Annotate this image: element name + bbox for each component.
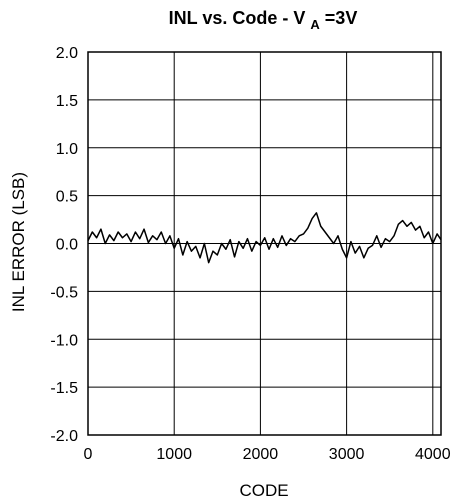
y-tick-label: 0.5 [56, 189, 78, 206]
y-tick-label: -2.0 [50, 428, 78, 445]
x-tick-label: 0 [84, 446, 93, 463]
y-tick-labels: 2.0 1.5 1.0 0.5 0.0 -0.5 -1.0 -1.5 -2.0 [50, 45, 78, 445]
x-tick-label: 1000 [156, 446, 192, 463]
x-tick-label: 2000 [243, 446, 279, 463]
y-axis-label: INL ERROR (LSB) [9, 172, 28, 312]
x-axis-label: CODE [239, 481, 288, 500]
x-tick-label: 4000 [415, 446, 451, 463]
y-tick-label: 2.0 [56, 45, 78, 62]
series-layer [87, 212, 442, 264]
y-tick-label: -1.0 [50, 332, 78, 349]
chart-title-subscript: A [310, 17, 320, 32]
chart-title-suffix: =3V [325, 8, 358, 28]
y-tick-label: 1.5 [56, 93, 78, 110]
chart-title-prefix: INL vs. Code - V [169, 8, 306, 28]
y-tick-label: 0.0 [56, 237, 78, 254]
y-tick-label: -1.5 [50, 380, 78, 397]
chart-title: INL vs. Code - V A =3V [169, 8, 358, 33]
x-tick-labels: 0 1000 2000 3000 4000 [84, 446, 451, 463]
grid-layer [88, 51, 441, 436]
plot-frame [87, 51, 442, 436]
y-tick-label: 1.0 [56, 141, 78, 158]
y-tick-label: -0.5 [50, 284, 78, 301]
inl-series-line [87, 212, 442, 264]
x-tick-label: 3000 [329, 446, 365, 463]
